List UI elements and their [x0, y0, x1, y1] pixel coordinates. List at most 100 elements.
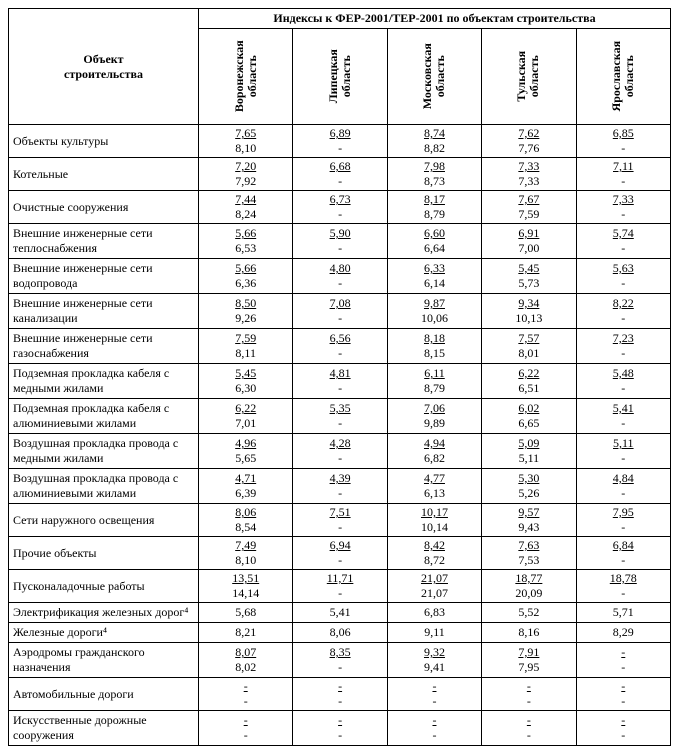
cell: 6,56-: [293, 329, 387, 364]
index-table: Объектстроительства Индексы к ФЕР-2001/Т…: [8, 8, 671, 746]
cell: --: [387, 678, 481, 711]
table-row: Котельные7,207,926,68-7,988,737,337,337,…: [9, 158, 671, 191]
cell: 6,94-: [293, 537, 387, 570]
cell: 7,23-: [576, 329, 670, 364]
cell: 4,946,82: [387, 434, 481, 469]
cell: 5,63-: [576, 259, 670, 294]
row-label: Объекты культуры: [9, 125, 199, 158]
row-label: Автомобильные дороги: [9, 678, 199, 711]
cell: 9,329,41: [387, 643, 481, 678]
cell: --: [482, 678, 576, 711]
cell: 9,8710,06: [387, 294, 481, 329]
cell: 7,658,10: [199, 125, 293, 158]
cell: 5,11-: [576, 434, 670, 469]
cell: --: [576, 678, 670, 711]
cell: --: [293, 711, 387, 746]
cell: 4,965,65: [199, 434, 293, 469]
cell: 4,716,39: [199, 469, 293, 504]
row-label: Подземная прокладка кабеля с алюминиевым…: [9, 399, 199, 434]
header-region-1: Липецкаяобласть: [293, 29, 387, 125]
table-row: Внешние инженерные сети газоснабжения7,5…: [9, 329, 671, 364]
cell: 13,5114,14: [199, 570, 293, 603]
row-label: Внешние инженерные сети водопровода: [9, 259, 199, 294]
table-row: Воздушная прокладка провода с медными жи…: [9, 434, 671, 469]
table-row: Искусственные дорожные сооружения-------…: [9, 711, 671, 746]
cell: 6,68-: [293, 158, 387, 191]
cell: 18,7720,09: [482, 570, 576, 603]
table-row: Сети наружного освещения8,068,547,51-10,…: [9, 504, 671, 537]
table-row: Очистные сооружения7,448,246,73-8,178,79…: [9, 191, 671, 224]
cell: 5,666,53: [199, 224, 293, 259]
cell: 8,29: [576, 623, 670, 643]
cell: 7,448,24: [199, 191, 293, 224]
header-region-3: Тульскаяобласть: [482, 29, 576, 125]
cell: 4,84-: [576, 469, 670, 504]
table-row: Воздушная прокладка провода с алюминиевы…: [9, 469, 671, 504]
row-label: Воздушная прокладка провода с алюминиевы…: [9, 469, 199, 504]
cell: 6,118,79: [387, 364, 481, 399]
cell: 4,80-: [293, 259, 387, 294]
cell: 6,606,64: [387, 224, 481, 259]
cell: 5,48-: [576, 364, 670, 399]
cell: 6,917,00: [482, 224, 576, 259]
cell: 6,227,01: [199, 399, 293, 434]
cell: 8,078,02: [199, 643, 293, 678]
cell: --: [482, 711, 576, 746]
row-label: Внешние инженерные сети теплоснабжения: [9, 224, 199, 259]
cell: 11,71-: [293, 570, 387, 603]
cell: 7,598,11: [199, 329, 293, 364]
row-label: Внешние инженерные сети газоснабжения: [9, 329, 199, 364]
cell: 7,95-: [576, 504, 670, 537]
cell: 6,73-: [293, 191, 387, 224]
row-label: Подземная прокладка кабеля с медными жил…: [9, 364, 199, 399]
cell: --: [199, 678, 293, 711]
cell: 8,178,79: [387, 191, 481, 224]
cell: 8,068,54: [199, 504, 293, 537]
cell: 7,11-: [576, 158, 670, 191]
cell: --: [293, 678, 387, 711]
cell: 7,069,89: [387, 399, 481, 434]
cell: 4,28-: [293, 434, 387, 469]
row-label: Пусконаладочные работы: [9, 570, 199, 603]
cell: 9,3410,13: [482, 294, 576, 329]
cell: 6,85-: [576, 125, 670, 158]
table-row: Подземная прокладка кабеля с алюминиевым…: [9, 399, 671, 434]
row-label: Очистные сооружения: [9, 191, 199, 224]
cell: 7,08-: [293, 294, 387, 329]
cell: 8,35-: [293, 643, 387, 678]
table-row: Аэродромы гражданского назначения8,078,0…: [9, 643, 671, 678]
cell: 7,637,53: [482, 537, 576, 570]
table-row: Внешние инженерные сети канализации8,509…: [9, 294, 671, 329]
header-region-4: Ярославскаяобласть: [576, 29, 670, 125]
cell: 6,84-: [576, 537, 670, 570]
cell: 5,095,11: [482, 434, 576, 469]
cell: 7,207,92: [199, 158, 293, 191]
cell: 7,627,76: [482, 125, 576, 158]
cell: 6,89-: [293, 125, 387, 158]
row-label: Внешние инженерные сети канализации: [9, 294, 199, 329]
cell: 4,776,13: [387, 469, 481, 504]
cell: 9,11: [387, 623, 481, 643]
table-body: Объекты культуры7,658,106,89-8,748,827,6…: [9, 125, 671, 746]
cell: 10,1710,14: [387, 504, 481, 537]
cell: 6,226,51: [482, 364, 576, 399]
header-object: Объектстроительства: [9, 9, 199, 125]
cell: 7,917,95: [482, 643, 576, 678]
cell: 4,81-: [293, 364, 387, 399]
row-label: Воздушная прокладка провода с медными жи…: [9, 434, 199, 469]
table-row: Железные дороги⁴8,218,069,118,168,29: [9, 623, 671, 643]
row-label: Искусственные дорожные сооружения: [9, 711, 199, 746]
table-row: Подземная прокладка кабеля с медными жил…: [9, 364, 671, 399]
cell: 8,06: [293, 623, 387, 643]
cell: --: [576, 643, 670, 678]
cell: 5,41-: [576, 399, 670, 434]
cell: 8,22-: [576, 294, 670, 329]
cell: 9,579,43: [482, 504, 576, 537]
cell: 7,33-: [576, 191, 670, 224]
table-row: Внешние инженерные сети водопровода5,666…: [9, 259, 671, 294]
cell: 8,16: [482, 623, 576, 643]
row-label: Прочие объекты: [9, 537, 199, 570]
cell: 5,35-: [293, 399, 387, 434]
cell: 7,337,33: [482, 158, 576, 191]
row-label: Котельные: [9, 158, 199, 191]
